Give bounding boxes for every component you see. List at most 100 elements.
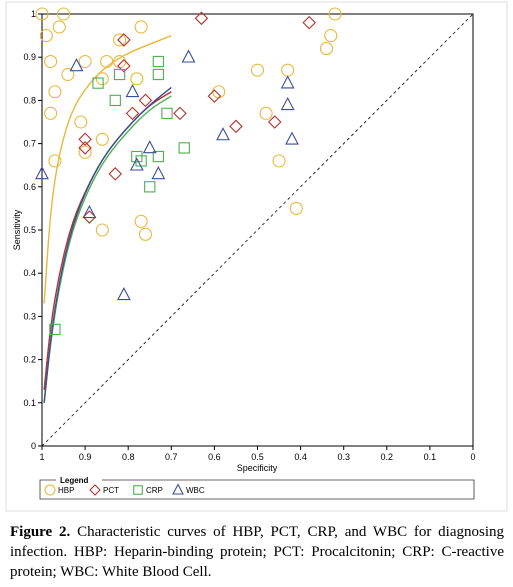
hbp-study-point — [259, 106, 273, 120]
legend-wbc-label: WBC — [186, 486, 205, 495]
x-tick-label: 0.6 — [208, 452, 221, 462]
hbp-study-point — [250, 63, 265, 77]
y-tick-label: 0.9 — [23, 52, 36, 62]
hbp-sroc-curve — [43, 34, 172, 304]
wbc-study-point — [82, 204, 97, 219]
wbc-study-point — [125, 83, 140, 98]
hbp-study-point — [134, 214, 148, 228]
y-tick-label: 0.1 — [23, 398, 36, 408]
legend-frame — [39, 479, 475, 500]
wbc-study-point — [181, 49, 196, 63]
plot-layer: 1 0.9 0.8 0.7 0.6 0.5 0.4 0.3 0.2 0.1 0 0 0.1 0.2 0.3 0… — [23, 7, 476, 462]
hbp-study-point — [48, 154, 62, 168]
pct-study-point — [138, 93, 153, 108]
crp-study-point — [49, 323, 61, 336]
y-tick-label: 0.7 — [23, 139, 36, 149]
crp-study-point — [152, 150, 165, 163]
pct-study-point — [82, 210, 97, 224]
hbp-study-point — [44, 106, 58, 120]
y-axis-title: Sensitivity — [12, 209, 22, 250]
pct-study-point — [78, 132, 92, 147]
crp-study-point — [113, 68, 126, 81]
crp-study-point — [161, 107, 173, 120]
y-tick-label: 0.4 — [23, 268, 36, 278]
x-tick-label: 0 — [470, 452, 475, 462]
wbc-study-point — [116, 287, 131, 301]
x-tick-label: 0.3 — [337, 452, 350, 462]
x-tick-label: 0.1 — [424, 452, 437, 462]
hbp-study-point — [78, 145, 92, 159]
hbp-study-point — [56, 7, 71, 21]
hbp-study-point — [289, 201, 303, 215]
x-tick-label: 0.7 — [165, 452, 178, 462]
figure-caption: Figure 2. Characteristic curves of HBP, … — [10, 522, 504, 582]
wbc-sroc-curve — [43, 86, 172, 403]
y-tick-label: 0.5 — [23, 225, 36, 235]
x-tick-label: 0.2 — [381, 452, 394, 462]
crp-study-point — [92, 77, 104, 89]
hbp-study-point — [52, 20, 66, 34]
wbc-study-point — [142, 140, 157, 154]
x-tick-label: 0.5 — [251, 452, 264, 462]
pct-study-point — [173, 106, 187, 121]
hbp-study-point — [272, 154, 286, 168]
legend-hbp-label: HBP — [58, 486, 74, 495]
legend-crp-label: CRP — [146, 486, 163, 495]
caption-text: Characteristic curves of HBP, PCT, CRP, … — [10, 524, 505, 580]
x-tick-label: 0.9 — [79, 452, 92, 462]
legend: Legend HBP PCT CRP WBC — [39, 476, 475, 500]
pct-study-point — [229, 119, 243, 134]
legend-hbp-marker — [44, 484, 56, 496]
wbc-study-point — [280, 96, 295, 111]
wbc-study-point — [151, 166, 166, 180]
crp-study-point — [152, 68, 165, 81]
pct-study-point — [117, 33, 131, 47]
hbp-study-point — [35, 7, 49, 21]
legend-title: Legend — [60, 476, 89, 485]
legend-crp-marker — [133, 485, 143, 495]
pct-study-point — [207, 89, 222, 103]
hbp-study-point — [113, 33, 127, 47]
x-tick-label: 1 — [39, 452, 44, 462]
hbp-study-point — [324, 29, 338, 43]
hbp-study-point — [78, 54, 92, 69]
hbp-study-point — [95, 132, 109, 146]
pct-study-point — [267, 115, 282, 129]
caption-label: Figure 2. — [10, 524, 71, 540]
y-tick-label: 0.8 — [23, 95, 36, 105]
chart-panel — [5, 1, 508, 512]
hbp-study-point — [95, 72, 109, 86]
hbp-study-point — [74, 115, 88, 129]
hbp-study-point — [138, 227, 152, 241]
y-tick-label: 0.3 — [23, 311, 36, 321]
x-axis-title: Specificity — [237, 463, 278, 473]
x-tick-label: 0.4 — [294, 452, 307, 462]
crp-study-point — [131, 150, 143, 163]
crp-study-point — [144, 181, 156, 193]
hbp-study-point — [134, 20, 148, 34]
wbc-study-point — [285, 131, 299, 145]
hbp-study-point — [95, 223, 109, 237]
pct-study-point — [78, 141, 92, 155]
hbp-study-point — [39, 29, 53, 43]
y-tick-label: 0 — [31, 441, 36, 451]
hbp-study-point — [100, 54, 114, 69]
roc-chart: 1 0.9 0.8 0.7 0.6 0.5 0.4 0.3 0.2 0.1 0 0 0.1 0.2 0.3 0… — [5, 1, 508, 512]
hbp-study-point — [61, 67, 75, 82]
hbp-study-point — [328, 7, 342, 21]
pct-study-point — [125, 106, 140, 121]
y-tick-label: 0.6 — [23, 182, 36, 192]
crp-study-point — [178, 142, 190, 154]
pct-study-point — [108, 167, 123, 181]
y-tick-label: 1 — [31, 9, 36, 19]
legend-pct-label: PCT — [103, 486, 119, 495]
x-tick-label: 0.8 — [122, 452, 135, 462]
hbp-study-point — [48, 85, 62, 99]
legend-pct-marker — [89, 484, 101, 496]
wbc-study-point — [280, 75, 295, 89]
hbp-study-point — [130, 72, 144, 86]
hbp-study-point — [44, 54, 58, 69]
hbp-study-point — [319, 42, 334, 56]
wbc-study-point — [216, 127, 230, 141]
